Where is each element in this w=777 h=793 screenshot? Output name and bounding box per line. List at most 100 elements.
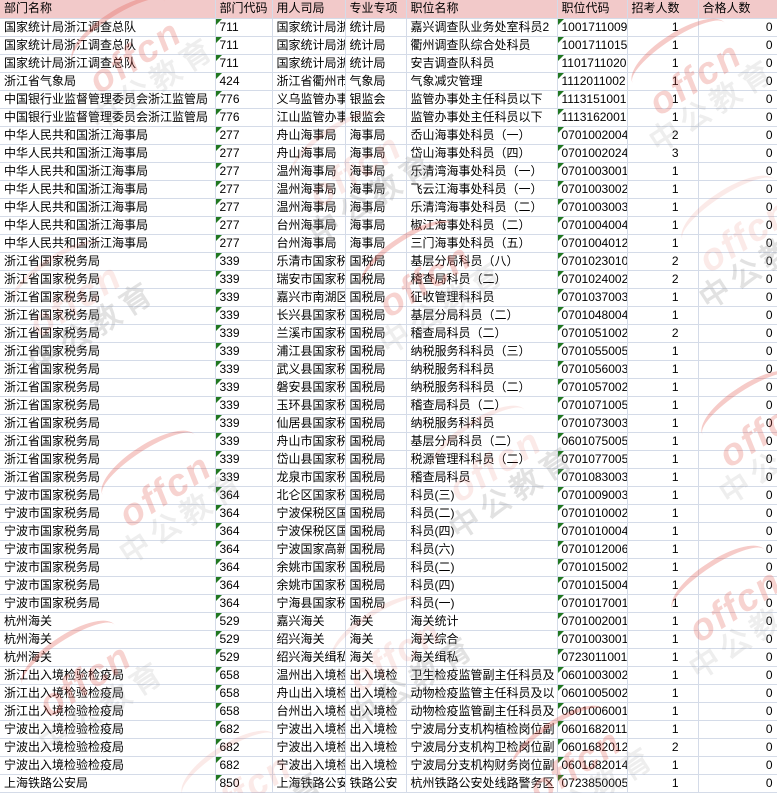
cell-qualified-count[interactable]: 0 <box>698 630 777 649</box>
cell-bureau[interactable]: 舟山市国家税 <box>272 432 346 451</box>
cell-bureau[interactable]: 嘉兴海关 <box>272 612 346 631</box>
cell-qualified-count[interactable]: 0 <box>698 324 777 343</box>
cell-position-name[interactable]: 稽查局科员 <box>406 468 558 487</box>
cell-dept-code[interactable]: 364 <box>215 558 273 577</box>
cell-dept-name[interactable]: 中华人民共和国浙江海事局 <box>0 126 216 145</box>
cell-position-code[interactable]: 1001711009 <box>557 18 628 37</box>
cell-dept-name[interactable]: 中国银行业监督管理委员会浙江监管局 <box>0 108 216 127</box>
cell-dept-code[interactable]: 277 <box>215 216 273 235</box>
cell-specialty[interactable]: 国税局 <box>345 324 407 343</box>
cell-position-code[interactable]: 0701083003 <box>557 468 628 487</box>
cell-dept-code[interactable]: 711 <box>215 36 273 55</box>
col-header-dept-name[interactable]: 部门名称 <box>0 0 216 19</box>
cell-position-code[interactable]: 0701002001 <box>557 612 628 631</box>
cell-recruit-count[interactable]: 1 <box>627 180 699 199</box>
cell-qualified-count[interactable]: 0 <box>698 90 777 109</box>
cell-dept-code[interactable]: 277 <box>215 198 273 217</box>
cell-bureau[interactable]: 余姚市国家税 <box>272 576 346 595</box>
cell-bureau[interactable]: 温州海事局 <box>272 162 346 181</box>
cell-bureau[interactable]: 浙江省衢州市 <box>272 72 346 91</box>
cell-qualified-count[interactable]: 0 <box>698 504 777 523</box>
cell-dept-code[interactable]: 776 <box>215 108 273 127</box>
cell-specialty[interactable]: 海事局 <box>345 180 407 199</box>
cell-position-name[interactable]: 征收管理科科员 <box>406 288 558 307</box>
col-header-position-name[interactable]: 职位名称 <box>406 0 558 19</box>
cell-dept-name[interactable]: 宁波出入境检验检疫局 <box>0 756 216 775</box>
cell-dept-name[interactable]: 中华人民共和国浙江海事局 <box>0 198 216 217</box>
cell-position-name[interactable]: 科员(二) <box>406 558 558 577</box>
cell-position-code[interactable]: 1113162001 <box>557 108 628 127</box>
cell-position-code[interactable]: 0601006001 <box>557 702 628 721</box>
cell-qualified-count[interactable]: 0 <box>698 702 777 721</box>
cell-bureau[interactable]: 国家统计局浙 <box>272 18 346 37</box>
cell-dept-name[interactable]: 宁波市国家税务局 <box>0 576 216 595</box>
cell-specialty[interactable]: 海事局 <box>345 234 407 253</box>
cell-qualified-count[interactable]: 0 <box>698 288 777 307</box>
cell-dept-code[interactable]: 339 <box>215 342 273 361</box>
cell-qualified-count[interactable]: 0 <box>698 666 777 685</box>
cell-bureau[interactable]: 温州海事局 <box>272 180 346 199</box>
cell-position-name[interactable]: 岱山海事处科员（四） <box>406 144 558 163</box>
cell-recruit-count[interactable]: 1 <box>627 198 699 217</box>
cell-bureau[interactable]: 宁波国家高新 <box>272 540 346 559</box>
cell-dept-name[interactable]: 浙江省国家税务局 <box>0 270 216 289</box>
cell-dept-name[interactable]: 中华人民共和国浙江海事局 <box>0 216 216 235</box>
cell-position-name[interactable]: 宁波局分支机构卫检岗位副 <box>406 738 558 757</box>
cell-qualified-count[interactable]: 0 <box>698 54 777 73</box>
cell-dept-code[interactable]: 364 <box>215 522 273 541</box>
cell-qualified-count[interactable]: 0 <box>698 396 777 415</box>
cell-bureau[interactable]: 龙泉市国家税 <box>272 468 346 487</box>
cell-bureau[interactable]: 余姚市国家税 <box>272 558 346 577</box>
cell-bureau[interactable]: 温州海事局 <box>272 198 346 217</box>
cell-bureau[interactable]: 磐安县国家税 <box>272 378 346 397</box>
col-header-recruit-count[interactable]: 招考人数 <box>627 0 699 19</box>
cell-position-name[interactable]: 科员(六) <box>406 540 558 559</box>
cell-recruit-count[interactable]: 1 <box>627 720 699 739</box>
cell-dept-name[interactable]: 宁波市国家税务局 <box>0 558 216 577</box>
cell-qualified-count[interactable]: 0 <box>698 36 777 55</box>
cell-bureau[interactable]: 浦江县国家税 <box>272 342 346 361</box>
cell-bureau[interactable]: 嘉兴市南湖区 <box>272 288 346 307</box>
cell-dept-code[interactable]: 424 <box>215 72 273 91</box>
cell-qualified-count[interactable]: 0 <box>698 162 777 181</box>
cell-dept-name[interactable]: 浙江省国家税务局 <box>0 324 216 343</box>
cell-specialty[interactable]: 国税局 <box>345 468 407 487</box>
cell-specialty[interactable]: 国税局 <box>345 576 407 595</box>
cell-specialty[interactable]: 国税局 <box>345 432 407 451</box>
cell-position-name[interactable]: 气象减灾管理 <box>406 72 558 91</box>
cell-bureau[interactable]: 宁波出入境检 <box>272 738 346 757</box>
cell-dept-code[interactable]: 682 <box>215 720 273 739</box>
cell-specialty[interactable]: 国税局 <box>345 342 407 361</box>
cell-position-code[interactable]: 0701057002 <box>557 378 628 397</box>
cell-position-name[interactable]: 衢州调查队综合处科员 <box>406 36 558 55</box>
cell-bureau[interactable]: 舟山海事局 <box>272 144 346 163</box>
cell-dept-name[interactable]: 上海铁路公安局 <box>0 774 216 793</box>
cell-position-code[interactable]: 0601682011 <box>557 720 628 739</box>
cell-position-name[interactable]: 纳税服务科科员 <box>406 414 558 433</box>
cell-bureau[interactable]: 温州出入境检 <box>272 666 346 685</box>
cell-specialty[interactable]: 统计局 <box>345 18 407 37</box>
cell-position-code[interactable]: 0701017001 <box>557 594 628 613</box>
cell-bureau[interactable]: 宁海县国家税 <box>272 594 346 613</box>
cell-qualified-count[interactable]: 0 <box>698 360 777 379</box>
cell-qualified-count[interactable]: 0 <box>698 522 777 541</box>
cell-recruit-count[interactable]: 1 <box>627 648 699 667</box>
cell-qualified-count[interactable]: 0 <box>698 198 777 217</box>
cell-recruit-count[interactable]: 2 <box>627 324 699 343</box>
cell-qualified-count[interactable]: 0 <box>698 540 777 559</box>
cell-position-name[interactable]: 海关综合 <box>406 630 558 649</box>
cell-bureau[interactable]: 宁波保税区国 <box>272 504 346 523</box>
cell-specialty[interactable]: 统计局 <box>345 36 407 55</box>
cell-dept-name[interactable]: 国家统计局浙江调查总队 <box>0 18 216 37</box>
cell-position-code[interactable]: 0601075005 <box>557 432 628 451</box>
cell-position-name[interactable]: 乐清湾海事处科员（二） <box>406 198 558 217</box>
cell-recruit-count[interactable]: 1 <box>627 72 699 91</box>
cell-dept-code[interactable]: 339 <box>215 306 273 325</box>
cell-specialty[interactable]: 海事局 <box>345 198 407 217</box>
cell-position-code[interactable]: 0701071005 <box>557 396 628 415</box>
cell-position-code[interactable]: 0701002024 <box>557 144 628 163</box>
cell-position-code[interactable]: 0601005002 <box>557 684 628 703</box>
cell-position-name[interactable]: 纳税服务科科员 <box>406 360 558 379</box>
cell-position-name[interactable]: 监管办事处主任科员以下 <box>406 108 558 127</box>
cell-dept-name[interactable]: 浙江省国家税务局 <box>0 306 216 325</box>
